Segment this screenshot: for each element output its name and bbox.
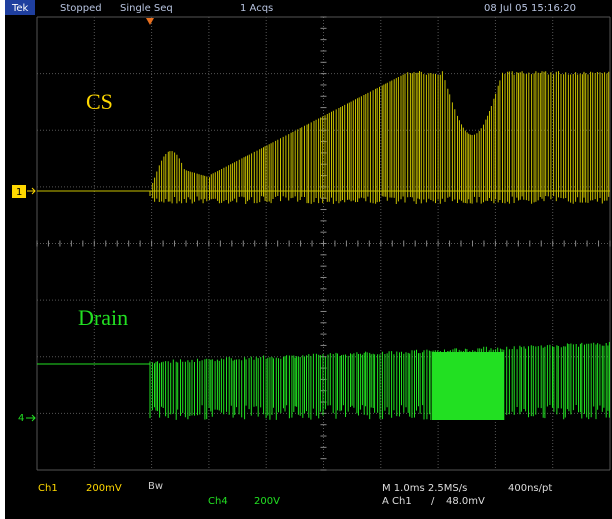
- screen-background: [5, 0, 612, 519]
- resolution: 400ns/pt: [508, 483, 552, 494]
- ch4-scale: 200V: [254, 496, 280, 507]
- channel-marker: 4: [18, 413, 24, 424]
- trigger-level: 48.0mV: [446, 496, 485, 507]
- status: Stopped: [60, 3, 102, 14]
- trigger-source: A Ch1: [382, 496, 412, 507]
- ch1-label: Ch1: [38, 483, 58, 494]
- timebase: M 1.0ms 2.5MS/s: [382, 483, 467, 494]
- timestamp: 08 Jul 05 15:16:20: [484, 3, 576, 14]
- mode: Single Seq: [120, 3, 173, 14]
- oscilloscope-screen: Tek Stopped Single Seq 1 Acqs 08 Jul 05 …: [0, 0, 612, 519]
- trace-label: Drain: [78, 305, 128, 330]
- acquisitions: 1 Acqs: [240, 3, 273, 14]
- trace-label: CS: [86, 89, 113, 114]
- ch1-scale: 200mV: [86, 483, 122, 494]
- ch4-label: Ch4: [208, 496, 228, 507]
- page: Tek Stopped Single Seq 1 Acqs 08 Jul 05 …: [0, 0, 612, 519]
- bandwidth: Bw: [148, 481, 163, 492]
- channel-marker: 1: [16, 187, 22, 198]
- brand: Tek: [11, 3, 29, 14]
